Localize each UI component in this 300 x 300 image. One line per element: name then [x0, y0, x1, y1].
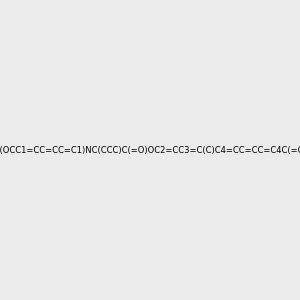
Text: O=C(OCC1=CC=CC=C1)NC(CCC)C(=O)OC2=CC3=C(C)C4=CC=CC=C4C(=O)O3: O=C(OCC1=CC=CC=C1)NC(CCC)C(=O)OC2=CC3=C(…	[0, 146, 300, 154]
